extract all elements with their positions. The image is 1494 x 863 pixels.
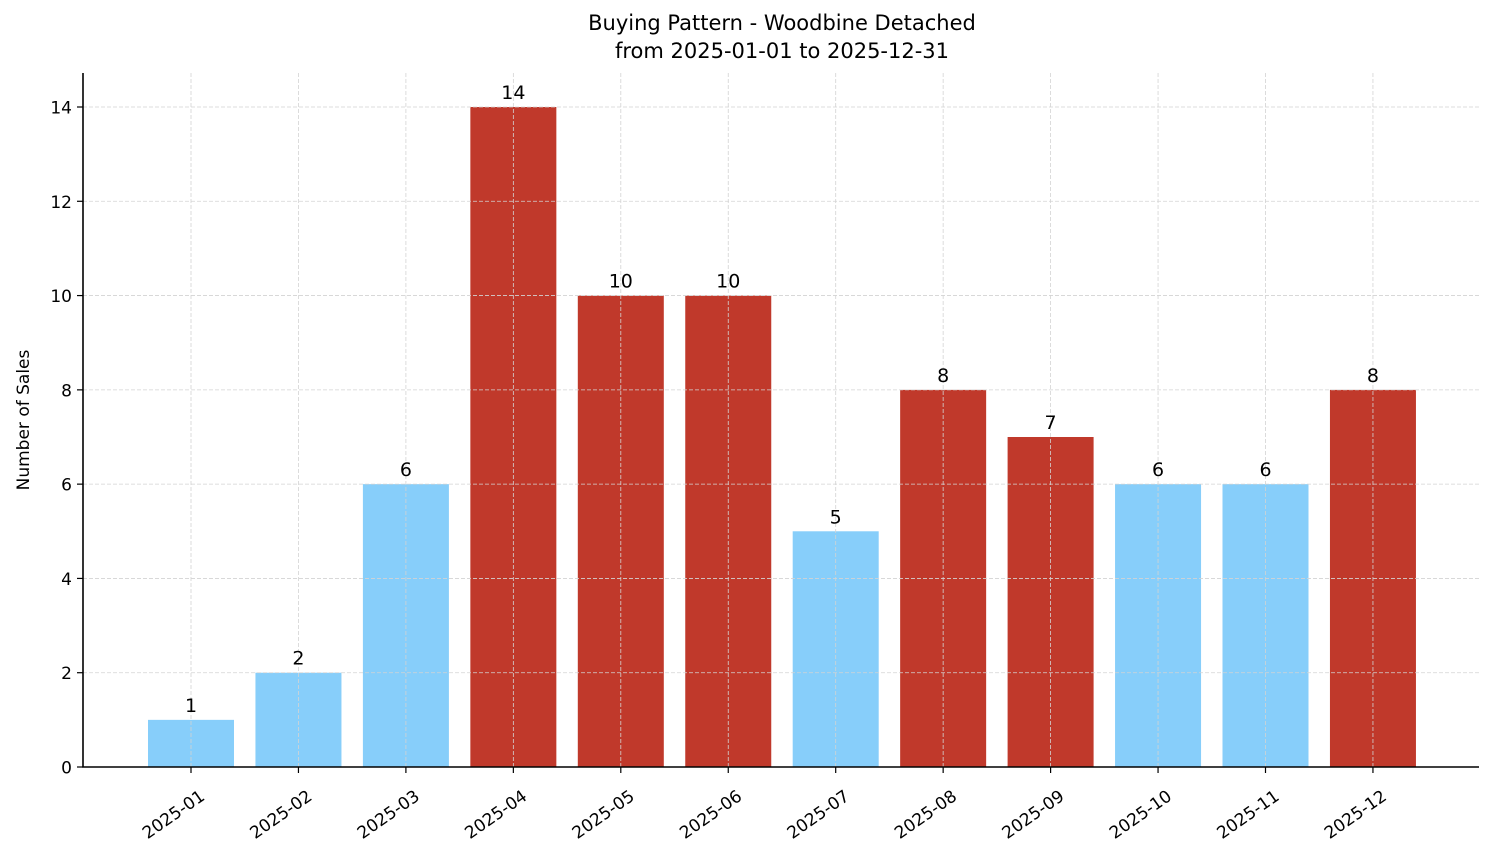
y-tick-label: 12: [50, 193, 72, 213]
bar-value-label: 2: [292, 648, 304, 670]
x-tick-label: 2025-04: [461, 786, 531, 843]
bar-value-label: 8: [1367, 365, 1379, 387]
x-tick-label: 2025-09: [999, 786, 1069, 843]
x-tick-label: 2025-02: [246, 786, 316, 843]
x-tick-label: 2025-06: [676, 786, 746, 843]
x-tick-label: 2025-05: [569, 786, 639, 843]
bar-value-label: 7: [1045, 412, 1057, 434]
y-tick-label: 10: [50, 287, 72, 307]
x-tick-label: 2025-07: [784, 786, 854, 843]
bar-value-label: 6: [1152, 459, 1164, 481]
x-tick-label: 2025-10: [1106, 786, 1176, 843]
y-tick-label: 4: [61, 570, 72, 590]
bar-value-label: 8: [937, 365, 949, 387]
x-tick-label: 2025-01: [139, 786, 209, 843]
chart-subtitle: from 2025-01-01 to 2025-12-31: [614, 39, 950, 63]
bar-value-label: 10: [716, 271, 740, 293]
y-tick-label: 14: [50, 99, 72, 119]
x-tick-label: 2025-11: [1214, 786, 1284, 843]
bar-value-label: 10: [609, 271, 633, 293]
y-tick-label: 8: [61, 381, 72, 401]
y-tick-label: 2: [61, 664, 72, 684]
bar-value-label: 6: [400, 459, 412, 481]
y-tick-label: 6: [61, 476, 72, 496]
bar-value-label: 1: [185, 695, 197, 717]
x-tick-label: 2025-12: [1321, 786, 1391, 843]
y-tick-label: 0: [61, 759, 72, 779]
bar-value-label: 5: [830, 506, 842, 528]
bar-value-label: 6: [1259, 459, 1271, 481]
x-tick-label: 2025-08: [891, 786, 961, 843]
chart-title: Buying Pattern - Woodbine Detached: [588, 11, 976, 35]
x-tick-label: 2025-03: [354, 786, 424, 843]
bar-value-label: 14: [501, 82, 525, 104]
